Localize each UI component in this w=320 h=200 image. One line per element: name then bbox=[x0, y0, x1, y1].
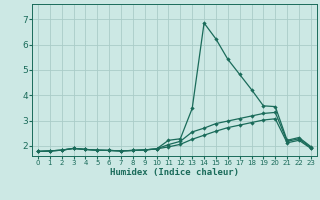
X-axis label: Humidex (Indice chaleur): Humidex (Indice chaleur) bbox=[110, 168, 239, 177]
